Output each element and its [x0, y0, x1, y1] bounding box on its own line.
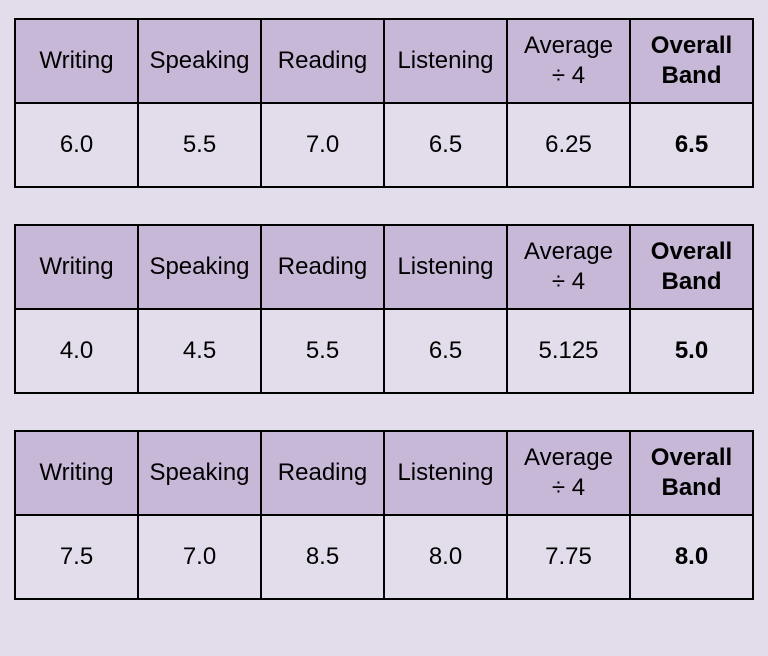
table-header-row: WritingSpeakingReadingListeningAverage÷ …	[15, 225, 753, 309]
column-header-label: Speaking	[139, 46, 260, 76]
score-tables-container: WritingSpeakingReadingListeningAverage÷ …	[14, 18, 754, 600]
table-row: 4.04.55.56.55.1255.0	[15, 309, 753, 393]
score-cell: 6.5	[384, 103, 507, 187]
column-header-label: Reading	[262, 46, 383, 76]
column-header-sublabel: ÷ 4	[508, 473, 629, 503]
column-header: Writing	[15, 19, 138, 103]
column-header: Speaking	[138, 225, 261, 309]
column-header-sublabel: ÷ 4	[508, 267, 629, 297]
column-header-label: Listening	[385, 46, 506, 76]
score-cell: 7.75	[507, 515, 630, 599]
column-header: Listening	[384, 431, 507, 515]
column-header: Average÷ 4	[507, 225, 630, 309]
score-table: WritingSpeakingReadingListeningAverage÷ …	[14, 430, 754, 600]
column-header-label: Average	[508, 443, 629, 473]
column-header: Listening	[384, 225, 507, 309]
overall-band-cell: 5.0	[630, 309, 753, 393]
column-header-label: Listening	[385, 458, 506, 488]
column-header-label: Writing	[16, 46, 137, 76]
score-cell: 6.0	[15, 103, 138, 187]
overall-band-cell: 6.5	[630, 103, 753, 187]
column-header: Writing	[15, 225, 138, 309]
score-table: WritingSpeakingReadingListeningAverage÷ …	[14, 224, 754, 394]
column-header-label: Listening	[385, 252, 506, 282]
score-cell: 4.0	[15, 309, 138, 393]
column-header: OverallBand	[630, 225, 753, 309]
score-cell: 8.5	[261, 515, 384, 599]
column-header-label: Speaking	[139, 252, 260, 282]
column-header-label: Average	[508, 31, 629, 61]
score-cell: 4.5	[138, 309, 261, 393]
score-cell: 7.5	[15, 515, 138, 599]
score-cell: 5.125	[507, 309, 630, 393]
column-header-label: Reading	[262, 458, 383, 488]
column-header: OverallBand	[630, 19, 753, 103]
column-header-label: Overall	[631, 31, 752, 61]
table: WritingSpeakingReadingListeningAverage÷ …	[14, 430, 754, 600]
score-cell: 7.0	[261, 103, 384, 187]
score-cell: 6.25	[507, 103, 630, 187]
column-header: Listening	[384, 19, 507, 103]
score-cell: 6.5	[384, 309, 507, 393]
score-table: WritingSpeakingReadingListeningAverage÷ …	[14, 18, 754, 188]
column-header: Average÷ 4	[507, 431, 630, 515]
column-header: Speaking	[138, 19, 261, 103]
table: WritingSpeakingReadingListeningAverage÷ …	[14, 18, 754, 188]
column-header: Reading	[261, 19, 384, 103]
score-cell: 5.5	[261, 309, 384, 393]
table-header-row: WritingSpeakingReadingListeningAverage÷ …	[15, 431, 753, 515]
column-header-sublabel: Band	[631, 61, 752, 91]
score-cell: 8.0	[384, 515, 507, 599]
table-header-row: WritingSpeakingReadingListeningAverage÷ …	[15, 19, 753, 103]
column-header-sublabel: ÷ 4	[508, 61, 629, 91]
column-header: Reading	[261, 431, 384, 515]
column-header-label: Overall	[631, 443, 752, 473]
column-header: Reading	[261, 225, 384, 309]
column-header-sublabel: Band	[631, 267, 752, 297]
column-header-sublabel: Band	[631, 473, 752, 503]
table-row: 7.57.08.58.07.758.0	[15, 515, 753, 599]
column-header-label: Average	[508, 237, 629, 267]
column-header: Average÷ 4	[507, 19, 630, 103]
column-header-label: Speaking	[139, 458, 260, 488]
column-header-label: Overall	[631, 237, 752, 267]
column-header-label: Writing	[16, 458, 137, 488]
column-header-label: Writing	[16, 252, 137, 282]
score-cell: 7.0	[138, 515, 261, 599]
column-header-label: Reading	[262, 252, 383, 282]
table: WritingSpeakingReadingListeningAverage÷ …	[14, 224, 754, 394]
table-row: 6.05.57.06.56.256.5	[15, 103, 753, 187]
column-header: Speaking	[138, 431, 261, 515]
overall-band-cell: 8.0	[630, 515, 753, 599]
column-header: OverallBand	[630, 431, 753, 515]
column-header: Writing	[15, 431, 138, 515]
score-cell: 5.5	[138, 103, 261, 187]
